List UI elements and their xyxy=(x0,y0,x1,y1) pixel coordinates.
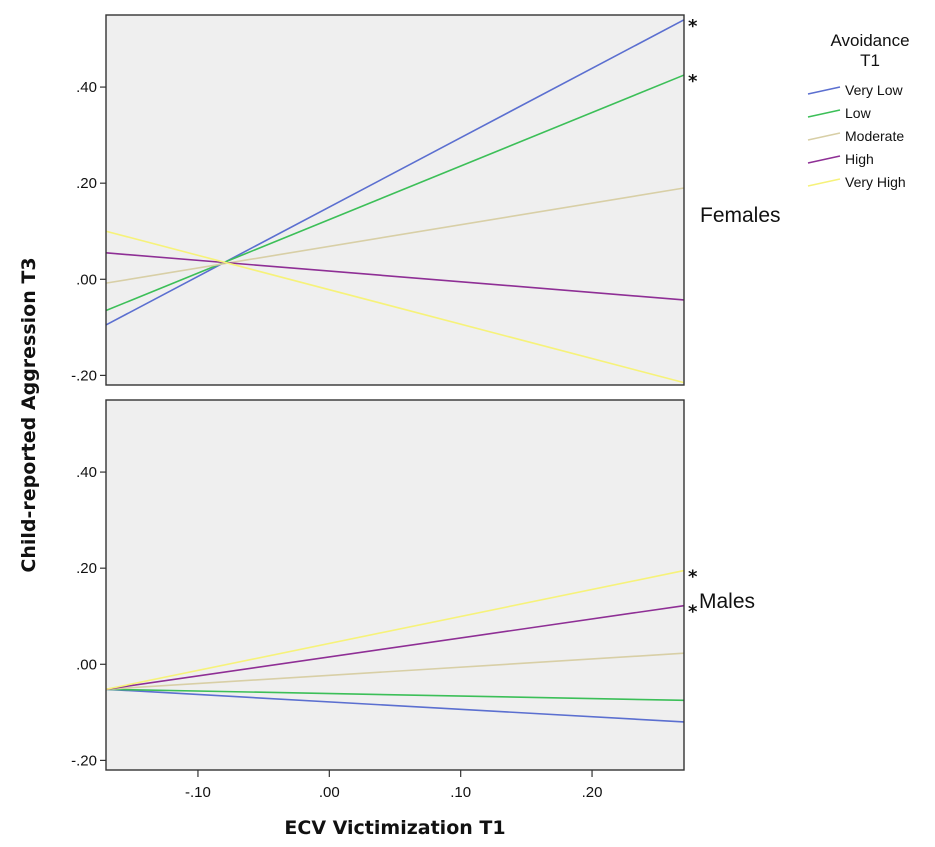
legend-swatch-moderate xyxy=(807,132,841,141)
y-tick-label-females-20: -.20 xyxy=(71,367,97,384)
series-line-males-very-high xyxy=(105,569,685,691)
y-tick-label-males-20: .20 xyxy=(76,560,97,577)
legend-label-high: High xyxy=(845,151,874,167)
x-tick-label-00: .00 xyxy=(319,784,340,801)
series-line-males-very-low xyxy=(105,688,685,723)
series-line-males-low xyxy=(105,688,685,702)
x-axis-title: ECV Victimization T1 xyxy=(284,817,505,839)
panel-males: -.20 .00 .20 .40 * * Males xyxy=(71,399,755,771)
y-tick-label-females-20: .20 xyxy=(76,175,97,192)
legend-title-continued: T1 xyxy=(860,51,880,70)
legend-label-low: Low xyxy=(845,105,872,121)
panels-layer: -.20.00.20.40**Females-.20.00.20.40** Mal… xyxy=(71,14,781,771)
series-line-males-high xyxy=(105,604,685,691)
legend-items: Very Low Low Moderate High Very High xyxy=(807,82,906,190)
significance-star-females-very-low: * xyxy=(688,16,698,37)
legend-title: Avoidance xyxy=(830,31,909,50)
series-line-females-moderate xyxy=(105,187,685,284)
series-line-females-very-high xyxy=(105,230,685,384)
y-tick-label-males-40: .40 xyxy=(76,464,97,481)
y-tick-label-males-20: -.20 xyxy=(71,752,97,769)
y-axis-title: Child-reported Aggression T3 xyxy=(18,257,40,572)
x-tick-label-10: .10 xyxy=(450,784,471,801)
x-tick-label-10: -.10 xyxy=(185,784,211,801)
plot-area-females xyxy=(106,15,684,385)
x-axis: -.10 .00 .10 .20 xyxy=(185,770,602,801)
panel-label-females: Females xyxy=(700,204,781,227)
x-tick-label-20: .20 xyxy=(582,784,603,801)
plot-area-males xyxy=(106,400,684,770)
legend: Avoidance T1 Very LowLowModerateHighVery… xyxy=(807,31,910,190)
legend-swatch-low xyxy=(807,109,841,118)
y-tick-label-females-40: .40 xyxy=(76,79,97,96)
plot-frame-females xyxy=(105,14,685,386)
legend-swatch-very-high xyxy=(807,178,841,187)
legend-label-very-high: Very High xyxy=(845,174,906,190)
legend-swatch-very-low xyxy=(807,86,841,95)
series-line-males-moderate xyxy=(105,652,685,691)
series-line-females-high xyxy=(105,252,685,301)
panel-females: -.20 .00 .20 .40 * * Females xyxy=(71,14,781,386)
legend-label-moderate: Moderate xyxy=(845,128,904,144)
plot-frame-males xyxy=(105,399,685,771)
y-tick-label-females-00: .00 xyxy=(76,271,97,288)
series-line-females-very-low xyxy=(105,19,685,326)
series-line-females-low xyxy=(105,74,685,312)
significance-star-females-low: * xyxy=(688,71,698,92)
significance-star-males-high: * xyxy=(688,602,698,623)
legend-label-very-low: Very Low xyxy=(845,82,903,98)
significance-star-males-very-high: * xyxy=(688,567,698,588)
y-tick-label-males-00: .00 xyxy=(76,656,97,673)
legend-swatch-high xyxy=(807,155,841,164)
panel-label-males: Males xyxy=(699,590,755,613)
